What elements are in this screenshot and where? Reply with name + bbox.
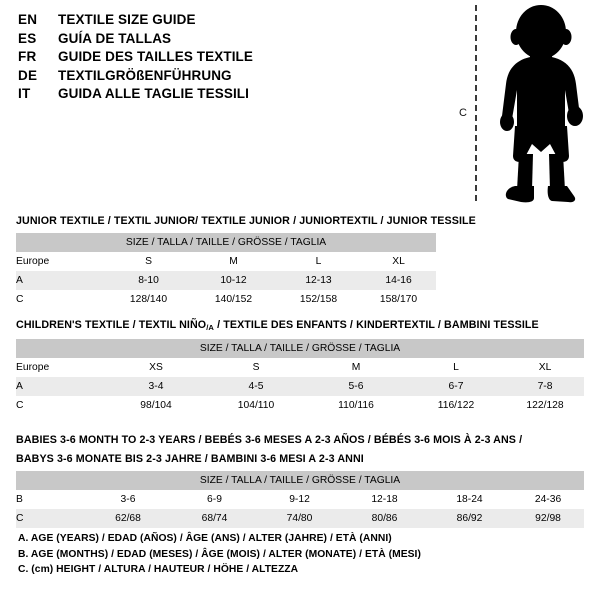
table-row: C 128/140 140/152 152/158 158/170 bbox=[16, 290, 437, 309]
language-row-en: EN TEXTILE SIZE GUIDE bbox=[18, 12, 418, 31]
table-children-band-row: SIZE / TALLA / TAILLE / GRÖSSE / TAGLIA bbox=[16, 339, 585, 358]
children-size-col-3: M bbox=[306, 358, 406, 377]
table-junior-sizes: SIZE / TALLA / TAILLE / GRÖSSE / TAGLIA … bbox=[16, 233, 437, 309]
section-title-babies-line1: BABIES 3-6 MONTH TO 2-3 YEARS / BEBÉS 3-… bbox=[16, 434, 523, 446]
section-children-textile: CHILDREN'S TEXTILE / TEXTIL NIÑO/A / TEX… bbox=[16, 318, 585, 415]
table-row: Europe S M L XL bbox=[16, 252, 437, 271]
height-measure-label: C bbox=[459, 107, 467, 119]
section-title-junior: JUNIOR TEXTILE / TEXTIL JUNIOR/ TEXTILE … bbox=[16, 215, 476, 227]
section-title-children-pre: CHILDREN'S TEXTILE / TEXTIL NIÑO bbox=[16, 319, 207, 331]
children-age-col-4: 6-7 bbox=[406, 377, 506, 396]
babies-height-col-6: 92/98 bbox=[512, 509, 585, 528]
babies-height-col-2: 68/74 bbox=[172, 509, 257, 528]
section-title-children-post: / TEXTILE DES ENFANTS / KINDERTEXTIL / B… bbox=[214, 319, 539, 331]
children-age-col-3: 5-6 bbox=[306, 377, 406, 396]
junior-age-col-3: 12-13 bbox=[276, 271, 361, 290]
junior-height-col-4: 158/170 bbox=[361, 290, 437, 309]
language-code-it: IT bbox=[18, 86, 31, 101]
babies-row-label-b: B bbox=[16, 490, 84, 509]
language-row-it: IT GUIDA ALLE TAGLIE TESSILI bbox=[18, 86, 418, 105]
legend-line-c: C. (cm) HEIGHT / ALTURA / HAUTEUR / HÖHE… bbox=[18, 564, 299, 575]
children-row-label-a: A bbox=[16, 377, 106, 396]
table-babies-band-row: SIZE / TALLA / TAILLE / GRÖSSE / TAGLIA bbox=[16, 471, 585, 490]
language-code-es: ES bbox=[18, 30, 37, 46]
babies-months-col-6: 24-36 bbox=[512, 490, 585, 509]
table-junior-band-label: SIZE / TALLA / TAILLE / GRÖSSE / TAGLIA bbox=[16, 233, 437, 252]
children-size-col-2: S bbox=[206, 358, 306, 377]
babies-height-col-5: 86/92 bbox=[427, 509, 512, 528]
language-row-es: ES GUÍA DE TALLAS bbox=[18, 31, 418, 50]
table-children-sizes: SIZE / TALLA / TAILLE / GRÖSSE / TAGLIA … bbox=[16, 339, 585, 415]
junior-size-col-1: S bbox=[106, 252, 191, 271]
junior-size-col-4: XL bbox=[361, 252, 437, 271]
section-babies-textile: BABIES 3-6 MONTH TO 2-3 YEARS / BEBÉS 3-… bbox=[16, 433, 585, 528]
height-illustration: C bbox=[450, 0, 600, 210]
junior-height-col-2: 140/152 bbox=[191, 290, 276, 309]
junior-age-col-4: 14-16 bbox=[361, 271, 437, 290]
children-size-col-5: XL bbox=[506, 358, 585, 377]
guide-title-es: GUÍA DE TALLAS bbox=[58, 30, 172, 46]
language-row-fr: FR GUIDE DES TAILLES TEXTILE bbox=[18, 49, 418, 68]
junior-age-col-1: 8-10 bbox=[106, 271, 191, 290]
children-row-label-europe: Europe bbox=[16, 358, 106, 377]
children-size-col-1: XS bbox=[106, 358, 206, 377]
children-height-col-1: 98/104 bbox=[106, 396, 206, 415]
junior-age-col-2: 10-12 bbox=[191, 271, 276, 290]
babies-months-col-4: 12-18 bbox=[342, 490, 427, 509]
junior-row-label-a: A bbox=[16, 271, 106, 290]
junior-height-col-3: 152/158 bbox=[276, 290, 361, 309]
babies-months-col-1: 3-6 bbox=[84, 490, 172, 509]
table-row: A 8-10 10-12 12-13 14-16 bbox=[16, 271, 437, 290]
guide-title-de: TEXTILGRÖßENFÜHRUNG bbox=[58, 67, 232, 83]
height-measure-dashed-line bbox=[475, 5, 477, 201]
measurement-legend: A. AGE (YEARS) / EDAD (AÑOS) / ÂGE (ANS)… bbox=[18, 531, 421, 578]
children-height-col-2: 104/110 bbox=[206, 396, 306, 415]
children-height-col-4: 116/122 bbox=[406, 396, 506, 415]
toddler-silhouette-icon bbox=[500, 5, 583, 203]
children-row-label-c: C bbox=[16, 396, 106, 415]
language-title-block: EN TEXTILE SIZE GUIDE ES GUÍA DE TALLAS … bbox=[18, 12, 418, 105]
language-row-de: DE TEXTILGRÖßENFÜHRUNG bbox=[18, 68, 418, 87]
children-age-col-5: 7-8 bbox=[506, 377, 585, 396]
children-age-col-1: 3-4 bbox=[106, 377, 206, 396]
babies-height-col-1: 62/68 bbox=[84, 509, 172, 528]
section-title-children-sub: /A bbox=[206, 323, 215, 332]
section-junior-textile: JUNIOR TEXTILE / TEXTIL JUNIOR/ TEXTILE … bbox=[16, 214, 476, 309]
children-height-col-3: 110/116 bbox=[306, 396, 406, 415]
children-size-col-4: L bbox=[406, 358, 506, 377]
section-title-babies-line2: BABYS 3-6 MONATE BIS 2-3 JAHRE / BAMBINI… bbox=[16, 453, 364, 465]
junior-row-label-europe: Europe bbox=[16, 252, 106, 271]
table-children-band-label: SIZE / TALLA / TAILLE / GRÖSSE / TAGLIA bbox=[16, 339, 585, 358]
table-row: Europe XS S M L XL bbox=[16, 358, 585, 377]
babies-row-label-c: C bbox=[16, 509, 84, 528]
table-babies-band-label: SIZE / TALLA / TAILLE / GRÖSSE / TAGLIA bbox=[16, 471, 585, 490]
table-babies-sizes: SIZE / TALLA / TAILLE / GRÖSSE / TAGLIA … bbox=[16, 471, 585, 528]
table-row: B 3-6 6-9 9-12 12-18 18-24 24-36 bbox=[16, 490, 585, 509]
language-code-en: EN bbox=[18, 12, 38, 27]
children-height-col-5: 122/128 bbox=[506, 396, 585, 415]
junior-row-label-c: C bbox=[16, 290, 106, 309]
babies-months-col-2: 6-9 bbox=[172, 490, 257, 509]
guide-title-fr: GUIDE DES TAILLES TEXTILE bbox=[58, 49, 254, 64]
table-junior-band-row: SIZE / TALLA / TAILLE / GRÖSSE / TAGLIA bbox=[16, 233, 437, 252]
table-row: A 3-4 4-5 5-6 6-7 7-8 bbox=[16, 377, 585, 396]
legend-line-b: B. AGE (MONTHS) / EDAD (MESES) / ÂGE (MO… bbox=[18, 548, 421, 560]
guide-title-en: TEXTILE SIZE GUIDE bbox=[58, 12, 196, 27]
table-row: C 62/68 68/74 74/80 80/86 86/92 92/98 bbox=[16, 509, 585, 528]
legend-line-a: A. AGE (YEARS) / EDAD (AÑOS) / ÂGE (ANS)… bbox=[18, 533, 392, 544]
junior-size-col-3: L bbox=[276, 252, 361, 271]
babies-height-col-4: 80/86 bbox=[342, 509, 427, 528]
junior-height-col-1: 128/140 bbox=[106, 290, 191, 309]
babies-months-col-5: 18-24 bbox=[427, 490, 512, 509]
children-age-col-2: 4-5 bbox=[206, 377, 306, 396]
language-code-fr: FR bbox=[18, 49, 37, 64]
table-row: C 98/104 104/110 110/116 116/122 122/128 bbox=[16, 396, 585, 415]
section-title-children: CHILDREN'S TEXTILE / TEXTIL NIÑO/A / TEX… bbox=[16, 318, 584, 335]
language-code-de: DE bbox=[18, 67, 38, 83]
babies-height-col-3: 74/80 bbox=[257, 509, 342, 528]
junior-size-col-2: M bbox=[191, 252, 276, 271]
guide-title-it: GUIDA ALLE TAGLIE TESSILI bbox=[58, 86, 249, 101]
babies-months-col-3: 9-12 bbox=[257, 490, 342, 509]
